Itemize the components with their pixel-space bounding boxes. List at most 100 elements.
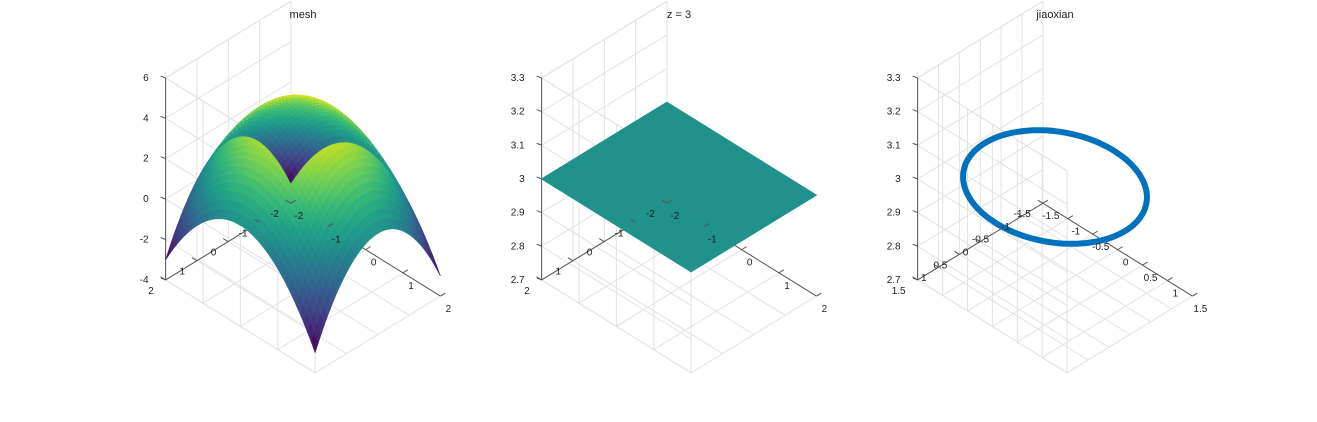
plot-data [165,94,441,354]
x-tick-label: 2 [822,304,828,315]
chart-title: z = 3 [667,9,691,21]
y-tick-label: 1 [921,273,927,284]
y-tick-mark [599,238,605,242]
x-tick-mark [402,269,409,274]
y-tick-label: 0 [587,248,593,259]
x-tick-label: -0.5 [1092,242,1110,253]
y-tick-label: -1.5 [1014,209,1032,220]
z-tick-mark [160,196,166,200]
z-tick-label: 3.2 [887,107,901,118]
z-tick-label: 2.8 [511,241,525,252]
x-tick-mark [666,199,673,204]
x-tick-label: 0 [747,258,753,269]
y-tick-mark [285,199,292,204]
z-tick-label: 3.1 [511,140,525,151]
y-tick-mark [954,250,960,255]
grid-lines [916,0,1193,374]
y-tick-label: 2 [524,286,530,297]
z-tick-label: 4 [143,113,149,124]
y-tick-label: -1 [239,228,248,239]
z-tick-mark [160,75,166,79]
z-tick-mark [912,176,918,180]
z-tick-mark [536,142,542,146]
z-tick-label: 2.7 [887,275,901,286]
x-tick-label: -1 [332,234,341,245]
z-tick-label: 2 [143,154,149,165]
x-tick-mark [1192,292,1198,297]
y-tick-label: 0 [211,248,217,259]
z-tick-label: -2 [140,235,149,246]
z-tick-mark [536,243,542,247]
y-tick-mark [254,218,260,223]
x-tick-label: -2 [294,211,303,222]
x-tick-mark [365,246,371,251]
chart-title: mesh [290,9,317,21]
y-tick-label: -1 [615,228,624,239]
x-tick-label: 1 [1173,289,1179,300]
z-tick-mark [912,109,918,113]
z-tick-label: 3.1 [887,140,901,151]
z-tick-mark [536,277,542,281]
chart-panel-3: -1.5-1-0.500.511.5-1.5-1-0.500.511.52.72… [887,0,1208,374]
z-tick-mark [536,109,542,113]
y-tick-mark [661,199,668,204]
z-tick-mark [912,243,918,247]
x-tick-mark [1142,261,1148,266]
y-tick-mark [223,238,229,242]
surface-patch [433,259,441,277]
y-tick-label: -2 [646,209,655,220]
x-tick-mark [1067,215,1074,220]
x-tick-label: 1 [784,281,790,292]
z-tick-mark [160,115,166,119]
z-tick-label: 2.7 [511,275,525,286]
x-tick-mark [290,199,297,204]
plane-surface [540,101,818,273]
y-tick-mark [1016,212,1023,217]
y-tick-label: 1 [555,267,561,278]
x-tick-mark [778,269,785,274]
plot-data [540,101,818,273]
plot-data [960,127,1150,247]
z-tick-label: 0 [143,194,149,205]
y-tick-label: 1 [179,267,185,278]
x-tick-label: -2 [670,211,679,222]
z-tick-mark [160,237,166,240]
x-tick-label: 2 [446,304,452,315]
x-tick-mark [1117,246,1123,251]
x-tick-mark [327,222,334,227]
z-tick-label: 3 [519,174,525,185]
x-tick-label: 1.5 [1193,304,1207,315]
y-tick-mark [995,225,1002,230]
z-tick-label: 2.8 [887,241,901,252]
y-tick-label: 0.5 [933,260,947,271]
z-tick-label: 2.9 [887,208,901,219]
z-tick-label: 3.3 [887,73,901,84]
y-tick-mark [630,218,636,223]
z-tick-label: 3.3 [511,73,525,84]
x-tick-label: -1.5 [1042,211,1060,222]
z-tick-mark [536,75,542,79]
tick-labels: -1.5-1-0.500.511.5-1.5-1-0.500.511.52.72… [887,73,1208,315]
chart-title: jiaoxian [1035,9,1073,21]
z-tick-mark [160,277,166,281]
y-tick-label: -0.5 [972,235,990,246]
z-tick-mark [912,210,918,214]
y-tick-label: -2 [270,209,279,220]
z-tick-mark [912,277,918,281]
x-tick-mark [1167,277,1173,282]
y-tick-label: 2 [148,286,154,297]
x-tick-mark [440,292,446,297]
z-tick-label: 3 [895,174,901,185]
z-tick-label: 6 [143,73,149,84]
y-tick-label: -1 [1001,222,1010,233]
x-tick-label: -1 [1071,227,1080,238]
y-tick-mark [191,257,198,262]
y-tick-mark [567,257,574,262]
z-tick-mark [912,75,918,79]
x-tick-mark [816,292,822,297]
x-tick-label: 0.5 [1144,273,1158,284]
